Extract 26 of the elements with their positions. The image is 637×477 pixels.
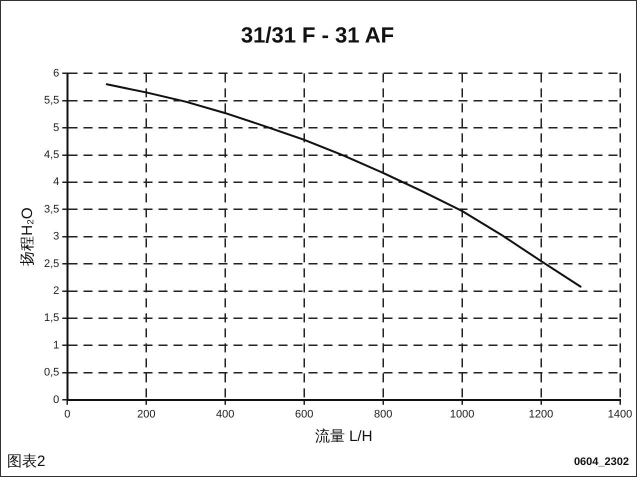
y-tick-label: 1 xyxy=(53,339,60,352)
y-tick-label: 5,5 xyxy=(44,94,60,107)
x-tick-label: 1400 xyxy=(608,408,632,420)
x-tick-label: 800 xyxy=(374,408,392,420)
text: 0604_2302 xyxy=(574,456,629,468)
chart-title: 31/31 F - 31 AF xyxy=(240,22,394,48)
x-axis-title: 流量 L/H xyxy=(314,428,372,446)
y-tick-label: 5 xyxy=(53,122,60,134)
y-tick-label: 0 xyxy=(53,394,60,406)
y-tick-label: 1,5 xyxy=(44,312,60,324)
x-tick-label: 400 xyxy=(216,408,234,420)
y-tick-label: 6 xyxy=(53,67,60,80)
x-tick-label: 1000 xyxy=(450,408,474,420)
x-tick-label: 600 xyxy=(294,408,314,420)
x-tick-label: 0 xyxy=(64,408,70,420)
y-tick-label: 0,5 xyxy=(44,366,60,379)
y-tick-label: 3 xyxy=(53,230,60,243)
y-tick-label: 4 xyxy=(53,176,60,188)
text: 图表2 xyxy=(7,453,46,470)
y-tick-label: 2 xyxy=(53,285,60,298)
x-tick-label: 200 xyxy=(137,408,156,420)
x-tick-label: 1200 xyxy=(528,408,554,420)
y-axis-title: 扬程H₂O xyxy=(19,207,36,266)
y-tick-label: 4,5 xyxy=(44,149,60,162)
y-tick-label: 2,5 xyxy=(44,258,60,270)
y-tick-label: 3,5 xyxy=(44,203,60,216)
